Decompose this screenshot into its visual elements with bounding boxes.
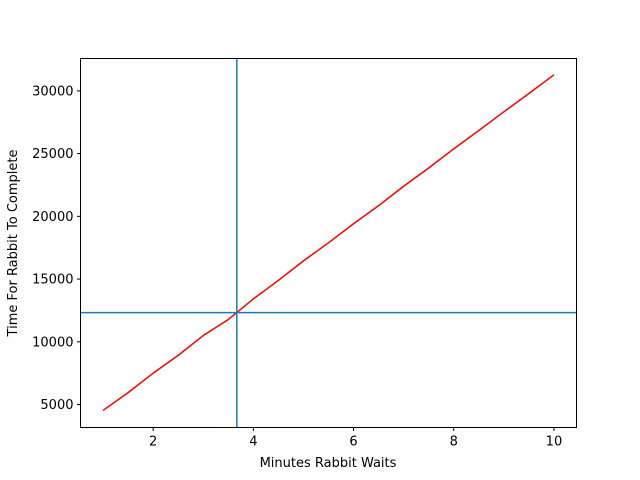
y-tick-label: 25000 [32, 147, 73, 162]
y-tick-label: 5000 [40, 398, 73, 413]
y-tick-label: 30000 [32, 84, 73, 99]
plot-frame [80, 58, 577, 428]
y-tick-label: 15000 [32, 273, 73, 288]
x-tick-label: 2 [149, 435, 157, 450]
x-tick-label: 4 [249, 435, 257, 450]
y-axis-ticks: 5000 10000 15000 20000 25000 30000 [32, 84, 81, 413]
x-tick-label: 6 [349, 435, 357, 450]
x-axis-ticks: 2 4 6 8 10 [149, 427, 563, 450]
y-tick-label: 10000 [32, 335, 73, 350]
x-tick-label: 10 [546, 435, 563, 450]
series-line-0 [102, 74, 555, 412]
y-axis-label: Time For Rabbit To Complete [6, 150, 21, 338]
y-tick-label: 20000 [32, 210, 73, 225]
x-tick-label: 8 [450, 435, 458, 450]
x-axis-label: Minutes Rabbit Waits [260, 456, 397, 471]
plot-area [80, 58, 577, 428]
